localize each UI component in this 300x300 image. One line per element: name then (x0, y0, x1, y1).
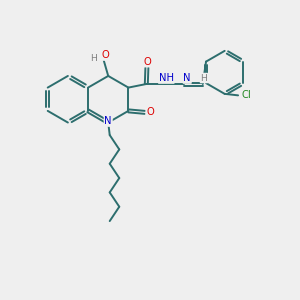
Text: H: H (90, 53, 97, 62)
Text: H: H (200, 74, 207, 82)
Text: O: O (101, 50, 109, 60)
Text: O: O (143, 57, 151, 67)
Text: N: N (184, 73, 191, 83)
Text: NH: NH (159, 73, 174, 83)
Text: N: N (104, 116, 112, 126)
Text: O: O (146, 107, 154, 117)
Text: Cl: Cl (242, 90, 251, 100)
